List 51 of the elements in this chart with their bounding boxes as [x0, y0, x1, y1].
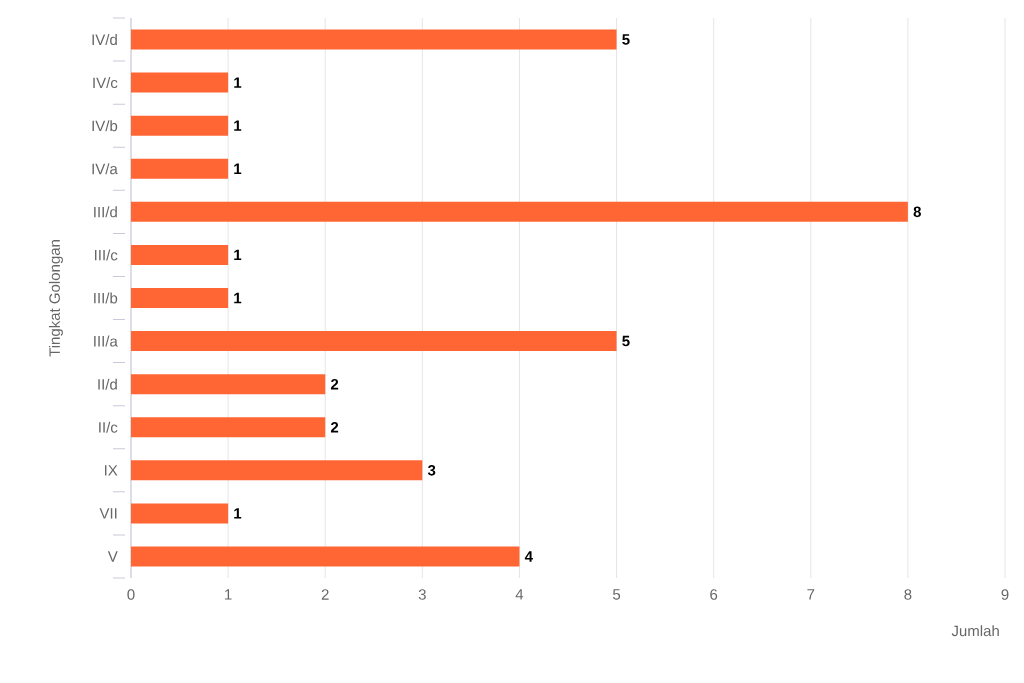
x-tick-label: 1	[225, 589, 232, 600]
y-tick-label: III/a	[94, 335, 118, 347]
data-label: 8	[913, 206, 921, 218]
y-tick-label: V	[107, 551, 118, 562]
y-tick-label: IX	[105, 465, 118, 476]
data-label: 1	[234, 77, 242, 88]
data-label: 1	[234, 249, 242, 261]
bar	[131, 115, 229, 136]
x-tick-label: 8	[904, 589, 912, 600]
x-tick-label: 4	[515, 589, 524, 600]
x-tick-label: 2	[321, 589, 329, 600]
data-label: 3	[427, 464, 436, 476]
y-tick-label: II/c	[99, 421, 118, 433]
x-tick-label: 6	[710, 589, 718, 600]
x-tick-label: 5	[612, 589, 621, 600]
x-tick-label: 0	[127, 589, 135, 600]
y-tick-label: III/c	[95, 249, 118, 261]
data-label: 1	[234, 292, 242, 304]
bar	[131, 201, 908, 222]
data-label: 1	[234, 120, 242, 131]
bar	[131, 374, 326, 395]
y-tick-label: IV/d	[92, 34, 117, 46]
data-label: 4	[524, 551, 533, 562]
data-label: 1	[234, 163, 242, 174]
y-tick-label: IV/b	[92, 120, 118, 132]
x-tick-label: 3	[418, 589, 426, 600]
bar	[131, 29, 617, 50]
x-tick-label: 7	[807, 589, 815, 600]
y-tick-label: IV/c	[93, 77, 118, 89]
bar	[131, 417, 326, 438]
data-label: 1	[234, 508, 242, 519]
bar	[131, 546, 520, 567]
bar	[131, 460, 423, 481]
y-tick-label: II/d	[98, 378, 117, 390]
bar	[131, 288, 229, 309]
data-label: 2	[330, 378, 339, 390]
data-label: 5	[622, 335, 630, 347]
bar	[131, 244, 229, 265]
y-tick-label: III/b	[94, 292, 118, 304]
bar	[131, 72, 229, 93]
y-tick-label: IV/a	[92, 163, 118, 175]
bar	[131, 158, 229, 179]
x-tick-label: 9	[1001, 589, 1009, 600]
data-label: 2	[330, 422, 339, 433]
y-tick-label: III/d	[94, 206, 117, 218]
y-tick-label: VII	[99, 508, 117, 519]
bar	[131, 331, 617, 352]
data-label: 5	[622, 34, 630, 45]
bar	[131, 503, 229, 524]
y-axis-title: Tingkat Golongan	[48, 240, 63, 357]
x-axis-title: Jumlah	[951, 625, 999, 637]
